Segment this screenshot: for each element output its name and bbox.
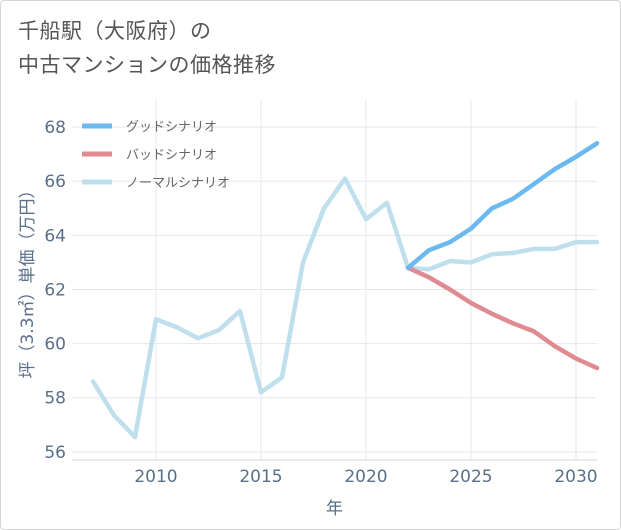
y-tick-label: 56 [44,443,66,463]
series-line-0 [405,141,600,271]
chart-title: 千船駅（大阪府）の 中古マンションの価格推移 [18,14,276,82]
y-tick-label: 68 [44,118,66,138]
series-line-2 [90,176,600,440]
chart-title-line2: 中古マンションの価格推移 [18,53,276,77]
grid-lines [72,100,597,461]
x-tick-label: 2010 [134,467,177,487]
y-tick-label: 60 [44,335,66,355]
tick-labels: 56 58 60 62 64 66 68 2010 2015 2020 2025 2030 [44,118,597,487]
series-line-1 [405,265,600,371]
legend-label: ノーマルシナリオ [126,176,230,191]
x-axis-title: 年 [326,499,343,519]
x-tick-label: 2020 [344,467,387,487]
x-tick-label: 2015 [239,467,282,487]
x-tick-label: 2030 [554,467,597,487]
chart-title-line1: 千船駅（大阪府）の [18,19,212,43]
x-tick-label: 2025 [449,467,492,487]
y-axis-title: 坪（3.3㎡）単価（万円） [18,181,38,378]
legend-label: バッドシナリオ [126,148,217,163]
legend-label: グッドシナリオ [126,120,217,135]
y-tick-label: 64 [44,226,66,246]
series-lines [90,141,600,440]
y-tick-label: 62 [44,280,66,300]
y-tick-label: 66 [44,172,66,192]
y-tick-label: 58 [44,389,66,409]
